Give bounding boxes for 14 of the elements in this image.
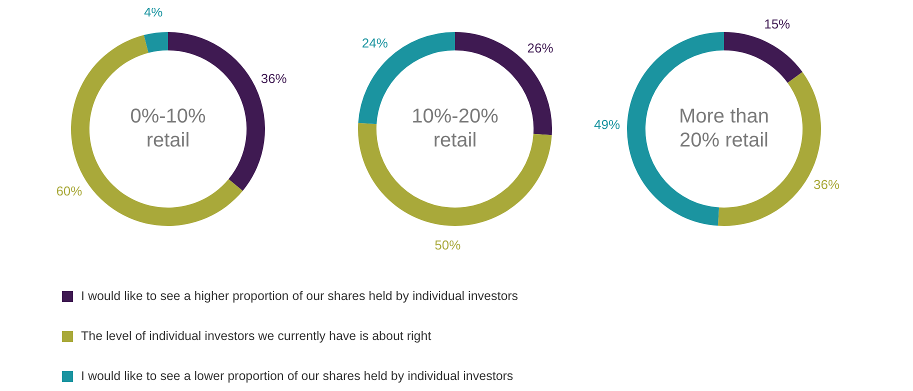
data-label: 50%	[434, 237, 462, 252]
text: 10%-20% retail	[412, 106, 499, 152]
data-label: 24%	[362, 35, 388, 50]
legend-label: I would like to see a higher proportion of our shares held by individual investors	[81, 289, 518, 303]
legend-label: The level of individual investors we currently have is about right	[81, 329, 432, 343]
data-label: 36%	[814, 176, 840, 192]
text: 0%-10% retail	[130, 106, 206, 152]
data-label: 60%	[56, 183, 83, 198]
data-label: 15%	[764, 16, 791, 32]
data-label: 36%	[260, 70, 288, 86]
legend-label: I would like to see a lower proportion of our shares held by individual investors	[81, 369, 514, 383]
text: More than 20% retail	[678, 106, 770, 152]
data-label: 49%	[594, 116, 620, 132]
data-label: 26%	[527, 40, 554, 56]
